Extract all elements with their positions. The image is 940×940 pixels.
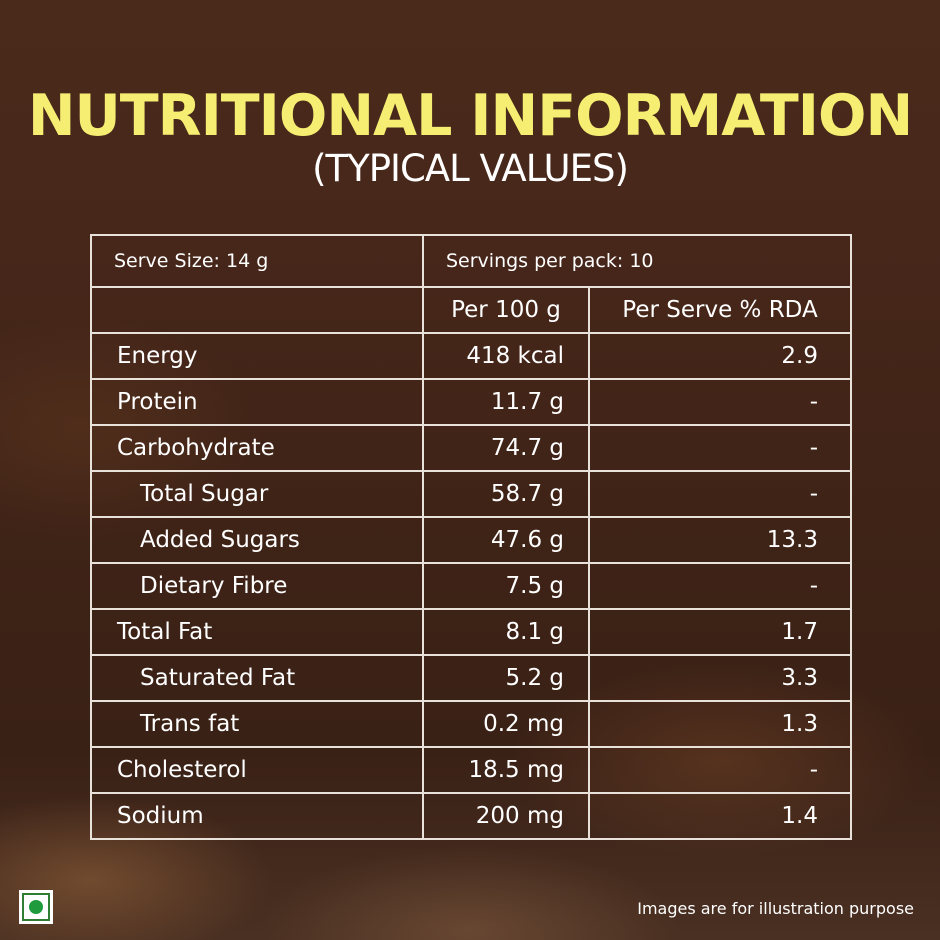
header-nutrient — [90, 286, 424, 334]
nutrient-rda: 2.9 — [588, 332, 852, 380]
nutrient-per-100g: 7.5 g — [422, 562, 590, 610]
table-row: Dietary Fibre 7.5 g - — [90, 562, 852, 610]
nutrient-rda: 1.4 — [588, 792, 852, 840]
nutrient-name: Added Sugars — [90, 516, 424, 564]
nutrient-rda: - — [588, 424, 852, 472]
nutrient-name: Sodium — [90, 792, 424, 840]
nutrient-name: Protein — [90, 378, 424, 426]
nutrient-per-100g: 58.7 g — [422, 470, 590, 518]
table-row: Total Fat 8.1 g 1.7 — [90, 608, 852, 656]
nutrient-rda: 13.3 — [588, 516, 852, 564]
page-title: NUTRITIONAL INFORMATION — [27, 83, 913, 149]
nutrient-name: Carbohydrate — [90, 424, 424, 472]
servings-per-pack: Servings per pack: 10 — [422, 234, 852, 288]
nutrient-rda: 1.3 — [588, 700, 852, 748]
serving-info-row: Serve Size: 14 g Servings per pack: 10 — [90, 234, 852, 288]
serve-size: Serve Size: 14 g — [90, 234, 424, 288]
nutrient-per-100g: 0.2 mg — [422, 700, 590, 748]
nutrition-table: Serve Size: 14 g Servings per pack: 10 P… — [90, 234, 852, 840]
table-row: Saturated Fat 5.2 g 3.3 — [90, 654, 852, 702]
nutrient-per-100g: 418 kcal — [422, 332, 590, 380]
nutrient-rda: - — [588, 470, 852, 518]
nutrient-per-100g: 47.6 g — [422, 516, 590, 564]
table-row: Carbohydrate 74.7 g - — [90, 424, 852, 472]
header-row: Per 100 g Per Serve % RDA — [90, 286, 852, 334]
veg-mark-dot — [29, 900, 43, 914]
header-per-serve-rda: Per Serve % RDA — [588, 286, 852, 334]
table-row: Added Sugars 47.6 g 13.3 — [90, 516, 852, 564]
nutrient-name: Cholesterol — [90, 746, 424, 794]
nutrient-name: Energy — [90, 332, 424, 380]
table-row: Energy 418 kcal 2.9 — [90, 332, 852, 380]
nutrient-rda: - — [588, 746, 852, 794]
nutrient-name: Trans fat — [90, 700, 424, 748]
nutrient-rda: - — [588, 562, 852, 610]
table-row: Trans fat 0.2 mg 1.3 — [90, 700, 852, 748]
nutrient-rda: 1.7 — [588, 608, 852, 656]
nutrient-per-100g: 74.7 g — [422, 424, 590, 472]
table-row: Total Sugar 58.7 g - — [90, 470, 852, 518]
nutrient-rda: - — [588, 378, 852, 426]
nutrient-per-100g: 5.2 g — [422, 654, 590, 702]
table-row: Protein 11.7 g - — [90, 378, 852, 426]
page-subtitle: (TYPICAL VALUES) — [312, 147, 629, 190]
veg-mark-icon — [19, 890, 53, 924]
nutrient-per-100g: 8.1 g — [422, 608, 590, 656]
nutrient-name: Saturated Fat — [90, 654, 424, 702]
header-per-100g: Per 100 g — [422, 286, 590, 334]
nutrient-name: Total Sugar — [90, 470, 424, 518]
nutrient-rda: 3.3 — [588, 654, 852, 702]
nutrient-per-100g: 18.5 mg — [422, 746, 590, 794]
nutrient-name: Dietary Fibre — [90, 562, 424, 610]
table-row: Sodium 200 mg 1.4 — [90, 792, 852, 840]
disclaimer-text: Images are for illustration purpose — [637, 899, 914, 918]
nutrient-per-100g: 11.7 g — [422, 378, 590, 426]
nutrient-name: Total Fat — [90, 608, 424, 656]
table-row: Cholesterol 18.5 mg - — [90, 746, 852, 794]
nutrient-per-100g: 200 mg — [422, 792, 590, 840]
